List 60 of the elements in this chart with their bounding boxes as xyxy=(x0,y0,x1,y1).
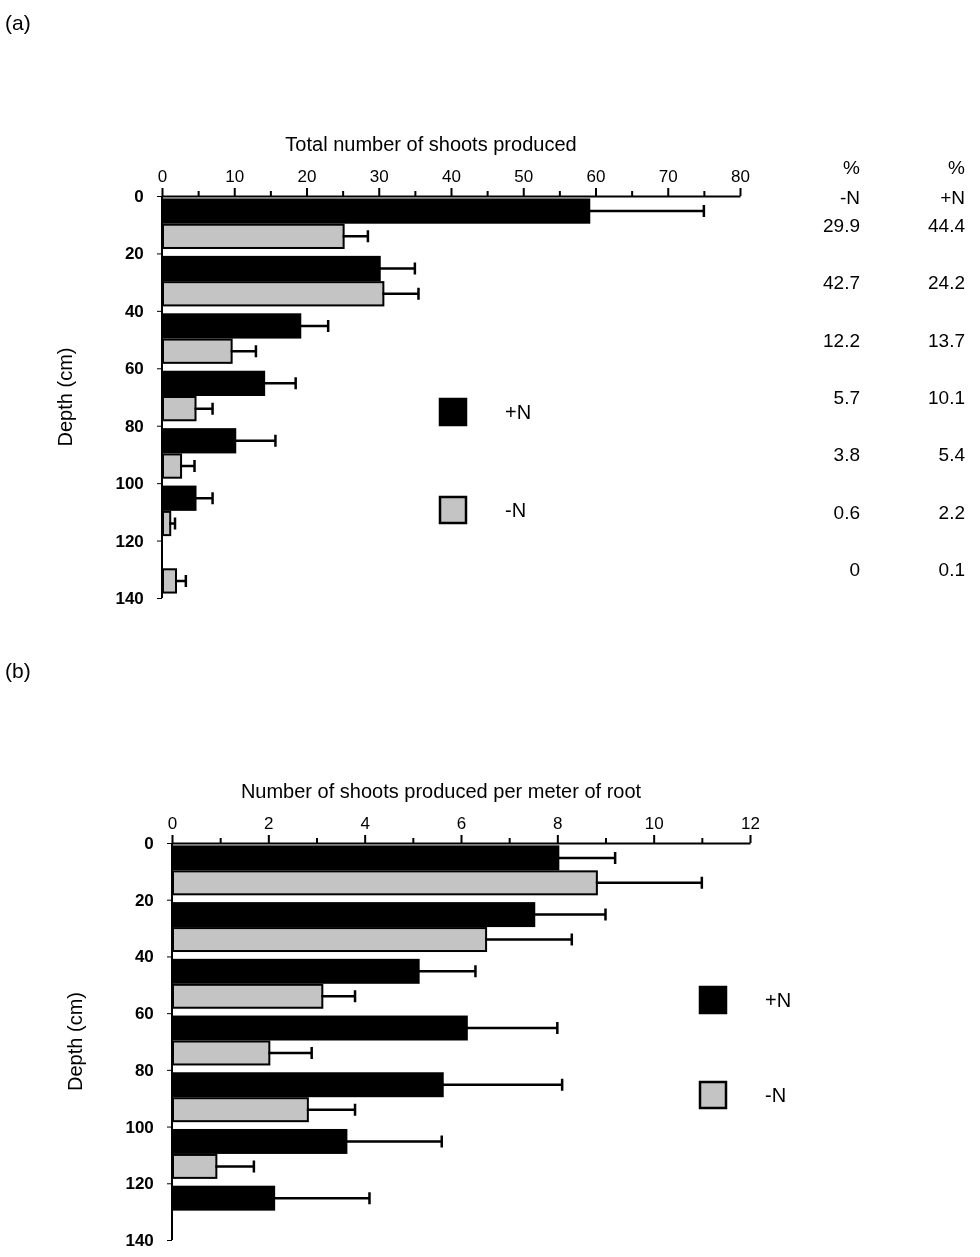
y-axis-title: Depth (cm) xyxy=(64,992,86,1091)
x-tick-label: 70 xyxy=(658,166,678,186)
y-tick-label: 80 xyxy=(124,416,144,436)
text: 42.7 xyxy=(823,272,860,294)
text: 29.9 xyxy=(823,214,860,236)
x-axis-title: Number of shoots produced per meter of root xyxy=(240,780,642,802)
x-tick-label: 10 xyxy=(225,166,245,186)
text: 0.6 xyxy=(833,501,860,523)
x-tick-label: 30 xyxy=(369,166,389,186)
text: 2.2 xyxy=(938,501,965,523)
x-tick-label: 10 xyxy=(644,813,664,833)
x-tick-label: 8 xyxy=(553,813,563,833)
legend-label: +N xyxy=(765,989,792,1011)
x-tick-label: 2 xyxy=(264,813,274,833)
text: 44.4 xyxy=(928,214,966,236)
legend-label: -N xyxy=(505,499,527,521)
legend-label: -N xyxy=(765,1084,787,1106)
text: 12.2 xyxy=(823,329,860,351)
x-tick-label: 50 xyxy=(514,166,534,186)
y-tick-label: 140 xyxy=(115,588,144,608)
y-tick-label: 0 xyxy=(144,833,154,853)
text: 24.2 xyxy=(928,272,965,294)
legend-label: +N xyxy=(505,401,532,423)
x-tick-label: 60 xyxy=(586,166,606,186)
text: (a) xyxy=(5,11,31,34)
y-tick-label: 60 xyxy=(134,1004,154,1024)
text: 0.1 xyxy=(938,559,965,581)
text: 0 xyxy=(849,559,860,581)
y-tick-label: 120 xyxy=(115,531,144,551)
text: 13.7 xyxy=(928,329,965,351)
y-tick-label: 0 xyxy=(134,186,144,206)
x-tick-label: 80 xyxy=(731,166,750,186)
y-tick-label: 120 xyxy=(125,1174,154,1194)
y-tick-label: 20 xyxy=(134,890,154,910)
x-tick-label: 4 xyxy=(360,813,370,833)
text: (b) xyxy=(5,659,31,682)
text: +N xyxy=(940,187,965,208)
y-tick-label: 140 xyxy=(125,1230,154,1250)
x-tick-label: 20 xyxy=(297,166,317,186)
text: 3.8 xyxy=(833,444,860,466)
text: % xyxy=(843,157,861,178)
text: -N xyxy=(839,187,860,208)
y-tick-label: 100 xyxy=(125,1117,154,1137)
x-tick-label: 6 xyxy=(456,813,467,833)
text: 5.4 xyxy=(938,444,966,466)
x-axis-title: Total number of shoots produced xyxy=(285,133,577,155)
y-axis-title: Depth (cm) xyxy=(54,347,76,447)
y-tick-label: 40 xyxy=(134,947,154,967)
y-tick-label: 100 xyxy=(115,474,144,494)
x-tick-label: 0 xyxy=(157,166,168,186)
x-tick-label: 0 xyxy=(167,813,178,833)
y-tick-label: 80 xyxy=(134,1060,154,1080)
y-tick-label: 40 xyxy=(124,301,144,321)
y-tick-label: 20 xyxy=(124,244,144,264)
text: 10.1 xyxy=(928,387,965,408)
text: 5.7 xyxy=(833,387,860,408)
x-tick-label: 12 xyxy=(741,813,760,833)
text: % xyxy=(948,157,966,178)
x-tick-label: 40 xyxy=(442,166,461,186)
y-tick-label: 60 xyxy=(124,359,144,379)
